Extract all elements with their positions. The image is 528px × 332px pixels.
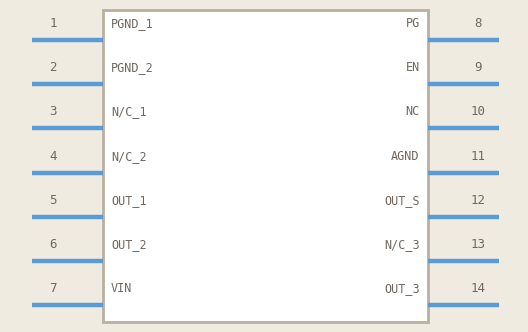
Text: 11: 11 — [470, 150, 485, 163]
Text: OUT_S: OUT_S — [384, 194, 420, 207]
Text: 13: 13 — [470, 238, 485, 251]
Text: NC: NC — [406, 105, 420, 119]
Text: 4: 4 — [49, 150, 57, 163]
Text: EN: EN — [406, 61, 420, 74]
Text: 8: 8 — [474, 17, 482, 30]
Text: 10: 10 — [470, 105, 485, 119]
Text: 1: 1 — [49, 17, 57, 30]
Bar — [103, 10, 428, 322]
Text: N/C_3: N/C_3 — [384, 238, 420, 251]
Text: 12: 12 — [470, 194, 485, 207]
Text: 14: 14 — [470, 283, 485, 295]
Text: 6: 6 — [49, 238, 57, 251]
Text: 7: 7 — [49, 283, 57, 295]
Text: OUT_2: OUT_2 — [111, 238, 147, 251]
Text: 5: 5 — [49, 194, 57, 207]
Text: PGND_2: PGND_2 — [111, 61, 154, 74]
Text: AGND: AGND — [391, 150, 420, 163]
Text: N/C_1: N/C_1 — [111, 105, 147, 119]
Text: 9: 9 — [474, 61, 482, 74]
Text: OUT_3: OUT_3 — [384, 283, 420, 295]
Text: 2: 2 — [49, 61, 57, 74]
Text: PGND_1: PGND_1 — [111, 17, 154, 30]
Text: PG: PG — [406, 17, 420, 30]
Text: OUT_1: OUT_1 — [111, 194, 147, 207]
Text: 3: 3 — [49, 105, 57, 119]
Text: N/C_2: N/C_2 — [111, 150, 147, 163]
Text: VIN: VIN — [111, 283, 133, 295]
